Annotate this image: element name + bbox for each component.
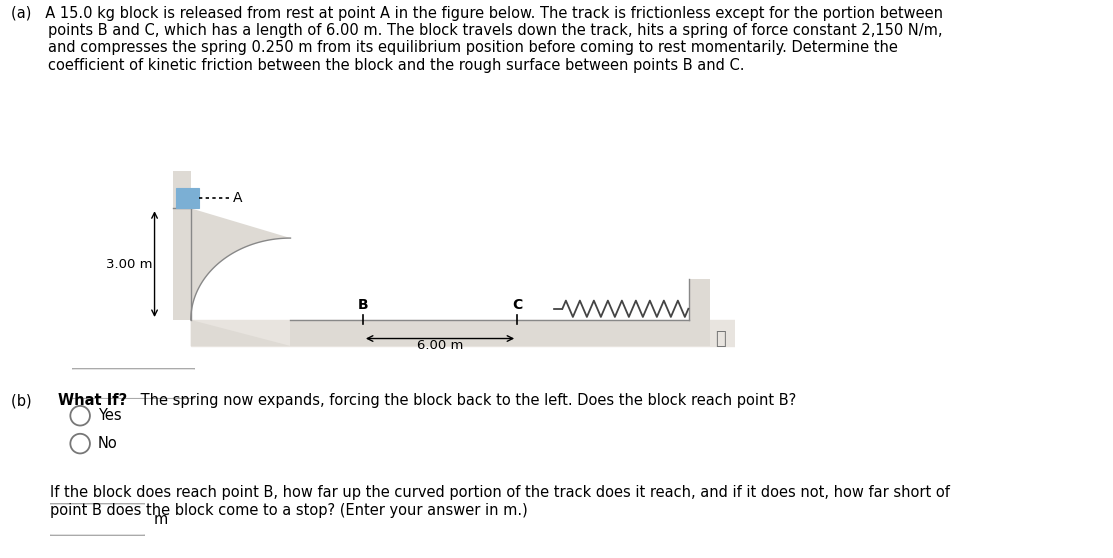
Bar bbox=[176, 188, 199, 208]
Text: (a)   A 15.0 kg block is released from rest at point A in the figure below. The : (a) A 15.0 kg block is released from res… bbox=[11, 6, 943, 73]
Bar bbox=[173, 171, 190, 190]
Text: If the block does reach point B, how far up the curved portion of the track does: If the block does reach point B, how far… bbox=[50, 485, 951, 518]
Bar bbox=[290, 320, 708, 346]
Text: 6.00 m: 6.00 m bbox=[417, 339, 463, 352]
Text: No: No bbox=[98, 436, 118, 451]
Bar bbox=[173, 190, 190, 320]
Text: ⓘ: ⓘ bbox=[716, 330, 727, 348]
Bar bbox=[190, 320, 757, 346]
FancyBboxPatch shape bbox=[47, 503, 148, 536]
Text: 3.00 m: 3.00 m bbox=[107, 258, 152, 271]
Text: B: B bbox=[357, 299, 368, 312]
Text: Yes: Yes bbox=[98, 408, 121, 423]
Polygon shape bbox=[190, 208, 290, 346]
Text: (b): (b) bbox=[11, 393, 41, 408]
Text: The spring now expands, forcing the block back to the left. Does the block reach: The spring now expands, forcing the bloc… bbox=[136, 393, 796, 408]
Text: m: m bbox=[154, 512, 168, 527]
Text: C: C bbox=[512, 299, 522, 312]
Text: A: A bbox=[233, 191, 243, 205]
Text: What If?: What If? bbox=[58, 393, 127, 408]
Bar bbox=[689, 279, 710, 346]
FancyBboxPatch shape bbox=[69, 368, 198, 399]
